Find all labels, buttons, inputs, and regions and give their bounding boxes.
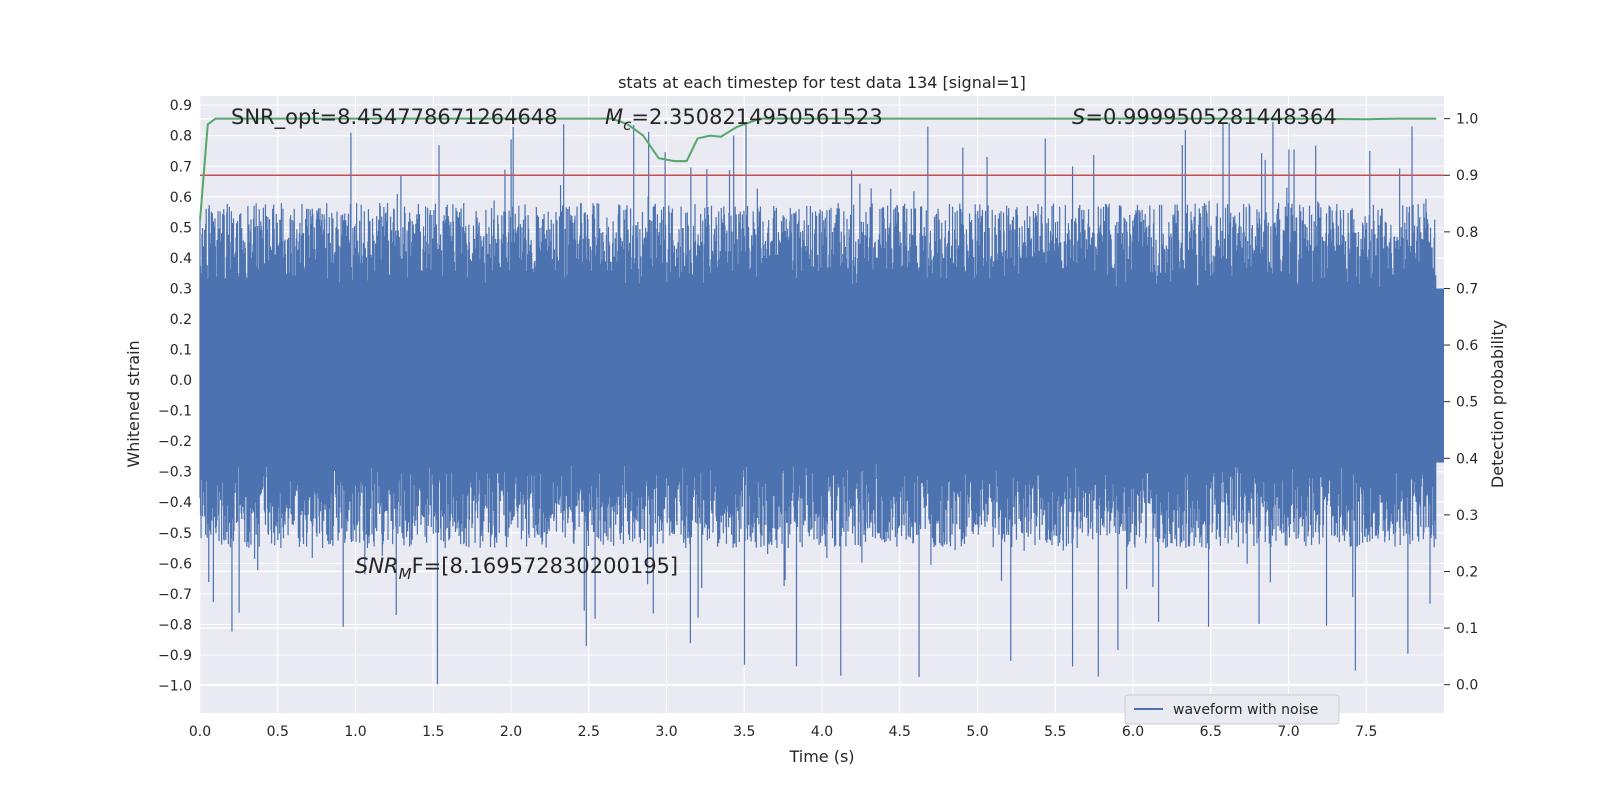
left-y-tick-label: −0.7 (158, 587, 192, 603)
left-y-tick-label: −0.2 (158, 434, 192, 450)
left-y-axis-ticks: 0.9 0.8 0.7 0.6 0.5 0.4 0.3 0.2 0.1 0.0 −0.1 −0.2 −0… (158, 98, 192, 694)
right-y-tick-label: 1.0 (1456, 112, 1478, 128)
left-y-tick-label: −0.9 (158, 648, 192, 664)
right-y-tick-label: 0.3 (1456, 508, 1478, 524)
x-tick-label: 4.5 (889, 724, 911, 740)
chirp-mass-value: =2.3508214950561523 (631, 105, 882, 129)
x-tick-label: 7.5 (1355, 724, 1377, 740)
x-tick-label: 1.0 (344, 724, 366, 740)
right-y-axis-label: Detection probability (1488, 320, 1507, 488)
right-y-tick-label: 0.8 (1456, 225, 1478, 241)
chirp-mass-symbol: M (605, 105, 623, 129)
left-y-tick-label: 0.4 (170, 251, 192, 267)
left-y-tick-label: 0.6 (170, 190, 192, 206)
chart-title: stats at each timestep for test data 134… (618, 73, 1026, 92)
x-tick-label: 7.0 (1277, 724, 1299, 740)
chirp-mass-subscript: c (623, 116, 632, 134)
x-tick-label: 2.5 (578, 724, 600, 740)
right-y-tick-label: 0.2 (1456, 564, 1478, 580)
left-y-tick-label: 0.5 (170, 220, 192, 236)
x-tick-label: 1.5 (422, 724, 444, 740)
right-y-axis-ticks: 1.0 0.9 0.8 0.7 0.6 0.5 0.4 0.3 0.2 0.1 0.0 (1444, 112, 1478, 694)
right-y-tick-label: 0.5 (1456, 395, 1478, 411)
left-y-tick-label: 0.1 (170, 343, 192, 359)
left-y-tick-label: −0.3 (158, 465, 192, 481)
x-tick-label: 4.0 (811, 724, 833, 740)
left-y-tick-label: 0.0 (170, 373, 192, 389)
left-y-tick-label: −1.0 (158, 679, 192, 695)
right-y-tick-label: 0.7 (1456, 281, 1478, 297)
legend: waveform with noise (1124, 694, 1340, 725)
x-tick-label: 5.5 (1044, 724, 1066, 740)
right-y-tick-label: 0.6 (1456, 338, 1478, 354)
right-y-tick-label: 0.4 (1456, 451, 1478, 467)
legend-label: waveform with noise (1173, 702, 1318, 718)
x-tick-label: 5.0 (966, 724, 988, 740)
right-y-tick-label: 0.0 (1456, 678, 1478, 694)
x-tick-label: 6.5 (1200, 724, 1222, 740)
legend-box (1124, 694, 1340, 725)
x-tick-label: 0.5 (267, 724, 289, 740)
left-y-tick-label: 0.2 (170, 312, 192, 328)
left-y-tick-label: −0.8 (158, 617, 192, 633)
x-tick-label: 2.0 (500, 724, 522, 740)
left-y-tick-label: −0.1 (158, 404, 192, 420)
snr-mf-annotation: SNRMF=[8.169572830200195] (355, 554, 678, 583)
left-y-tick-label: −0.5 (158, 526, 192, 542)
x-tick-label: 6.0 (1122, 724, 1144, 740)
left-y-tick-label: 0.7 (170, 159, 192, 175)
x-axis-ticks: 0.0 0.5 1.0 1.5 2.0 2.5 3.0 3.5 4.0 4.5 5.0 5.5 6.0 6… (189, 724, 1378, 740)
x-tick-label: 3.5 (733, 724, 755, 740)
snr-mf-subscript: M (399, 565, 412, 583)
x-axis-label: Time (s) (788, 747, 854, 766)
s-annotation: S=0.9999505281448364 (1072, 105, 1337, 129)
probability-line (199, 117, 1437, 221)
left-y-tick-label: 0.8 (170, 129, 192, 145)
x-tick-label: 0.0 (189, 724, 211, 740)
probability-series (199, 117, 1437, 221)
snr-mf-symbol: SNR (355, 554, 399, 578)
right-y-tick-label: 0.1 (1456, 621, 1478, 637)
x-tick-label: 3.0 (655, 724, 677, 740)
snr-opt-annotation: SNR_opt=8.454778671264648 (231, 105, 558, 130)
left-y-tick-label: −0.6 (158, 556, 192, 572)
waveform-series (199, 121, 1444, 685)
right-y-tick-label: 0.9 (1456, 168, 1478, 184)
left-y-tick-label: 0.3 (170, 281, 192, 297)
waveform-line (199, 121, 1437, 685)
left-y-tick-label: 0.9 (170, 98, 192, 114)
snr-mf-value: F=[8.169572830200195] (412, 554, 679, 578)
left-y-axis-label: Whitened strain (124, 340, 143, 467)
left-y-tick-label: −0.4 (158, 495, 192, 511)
chirp-mass-annotation: Mc=2.3508214950561523 (605, 105, 883, 134)
s-value: =0.9999505281448364 (1085, 105, 1336, 129)
s-symbol: S (1072, 105, 1085, 129)
